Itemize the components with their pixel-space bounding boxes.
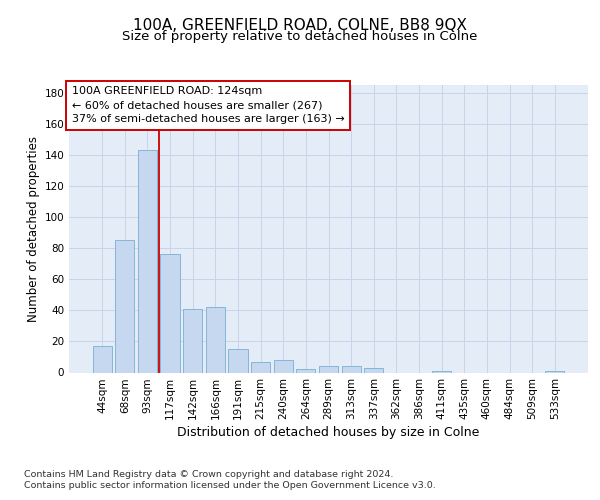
Bar <box>545 371 565 372</box>
Text: 100A, GREENFIELD ROAD, COLNE, BB8 9QX: 100A, GREENFIELD ROAD, COLNE, BB8 9QX <box>133 18 467 32</box>
Y-axis label: Number of detached properties: Number of detached properties <box>27 136 40 322</box>
Bar <box>229 349 248 372</box>
Bar <box>364 368 383 372</box>
Text: Size of property relative to detached houses in Colne: Size of property relative to detached ho… <box>122 30 478 43</box>
Text: Contains public sector information licensed under the Open Government Licence v3: Contains public sector information licen… <box>24 481 436 490</box>
Text: 100A GREENFIELD ROAD: 124sqm
← 60% of detached houses are smaller (267)
37% of s: 100A GREENFIELD ROAD: 124sqm ← 60% of de… <box>71 86 344 124</box>
X-axis label: Distribution of detached houses by size in Colne: Distribution of detached houses by size … <box>178 426 479 440</box>
Bar <box>206 307 225 372</box>
Bar <box>341 366 361 372</box>
Bar <box>92 346 112 372</box>
Text: Contains HM Land Registry data © Crown copyright and database right 2024.: Contains HM Land Registry data © Crown c… <box>24 470 394 479</box>
Bar <box>319 366 338 372</box>
Bar <box>183 309 202 372</box>
Bar <box>138 150 157 372</box>
Bar <box>251 362 270 372</box>
Bar <box>160 254 180 372</box>
Bar <box>296 370 316 372</box>
Bar <box>115 240 134 372</box>
Bar <box>432 371 451 372</box>
Bar <box>274 360 293 372</box>
